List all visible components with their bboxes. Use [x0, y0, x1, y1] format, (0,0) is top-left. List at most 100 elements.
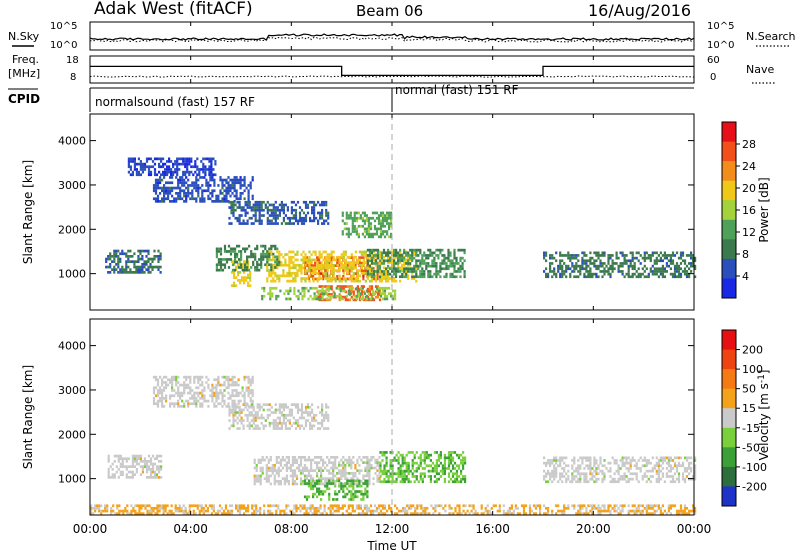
heatmap-cell [463, 251, 466, 255]
heatmap-cell [225, 375, 228, 379]
heatmap-cell [623, 461, 626, 465]
heatmap-cell [284, 421, 287, 425]
heatmap-cell [435, 451, 438, 454]
heatmap-cell [158, 162, 161, 166]
heatmap-cell [587, 272, 590, 276]
heatmap-cell [269, 289, 272, 293]
heatmap-cell [651, 251, 654, 255]
heatmap-cell [338, 293, 341, 296]
heatmap-cell [559, 475, 562, 478]
heatmap-cell [185, 194, 188, 198]
heatmap-cell [352, 492, 355, 496]
heatmap-cell [311, 206, 314, 209]
heatmap-cell [109, 465, 112, 468]
heatmap-cell [589, 477, 592, 481]
heatmap-cell [356, 461, 359, 464]
heatmap-cell [262, 214, 265, 217]
heatmap-cell [195, 186, 198, 190]
heatmap-cell [683, 477, 687, 481]
heatmap-cell [208, 170, 211, 174]
heatmap-cell [675, 275, 679, 279]
heatmap-cell [137, 162, 140, 166]
heatmap-cell [345, 214, 348, 217]
heatmap-cell [457, 453, 461, 457]
heatmap-cell [262, 255, 265, 259]
heatmap-cell [423, 262, 426, 265]
heatmap-cell [383, 286, 387, 290]
heatmap-cell [390, 216, 393, 220]
heatmap-cell [182, 504, 185, 508]
heatmap-cell [350, 290, 353, 294]
heatmap-cell [332, 269, 335, 272]
heatmap-cell [332, 290, 335, 294]
heatmap-cell [270, 263, 273, 267]
heatmap-cell [283, 482, 286, 486]
heatmap-cell [185, 375, 188, 379]
heatmap-cell [350, 261, 353, 264]
heatmap-cell [611, 254, 614, 257]
heatmap-cell [254, 255, 257, 259]
heatmap-cell [379, 451, 382, 454]
heatmap-cell [635, 472, 638, 476]
heatmap-cell [615, 251, 618, 255]
heatmap-cell [262, 416, 265, 420]
heatmap-cell [306, 411, 310, 414]
heatmap-cell [629, 459, 632, 462]
heatmap-cell [270, 258, 273, 262]
heatmap-cell [401, 456, 404, 460]
heatmap-cell [381, 214, 385, 217]
heatmap-cell [138, 512, 141, 515]
heatmap-cell [147, 252, 150, 256]
heatmap-cell [266, 413, 269, 417]
heatmap-cell [290, 258, 293, 262]
heatmap-cell [629, 461, 632, 465]
heatmap-cell [673, 267, 677, 271]
heatmap-cell [372, 267, 375, 270]
heatmap-cell [415, 451, 418, 454]
heatmap-cell [133, 265, 136, 269]
heatmap-cell [189, 381, 192, 384]
heatmap-cell [374, 461, 377, 464]
heatmap-cell [297, 469, 301, 472]
heatmap-cell [254, 258, 257, 261]
heatmap-cell [251, 197, 254, 201]
heatmap-cell [111, 255, 114, 258]
heatmap-cell [417, 467, 420, 470]
heatmap-cell [347, 232, 350, 236]
heatmap-cell [296, 222, 300, 225]
heatmap-cell [161, 391, 164, 395]
heatmap-cell [245, 386, 248, 390]
heatmap-cell [290, 250, 293, 254]
heatmap-cell [399, 270, 402, 273]
heatmap-cell [295, 474, 299, 478]
heatmap-cell [327, 427, 330, 430]
heatmap-cell [158, 465, 161, 468]
heatmap-cell [657, 480, 660, 484]
heatmap-cell [389, 451, 392, 454]
heatmap-cell [254, 413, 257, 417]
heatmap-cell [240, 419, 243, 422]
heatmap-cell [156, 383, 160, 387]
heatmap-cell [595, 461, 598, 465]
heatmap-cell [177, 181, 180, 185]
heatmap-cell [282, 263, 285, 267]
heatmap-cell [655, 262, 658, 265]
heatmap-cell [543, 475, 546, 478]
heatmap-cell [419, 456, 422, 460]
heatmap-cell [348, 255, 351, 259]
heatmap-cell [269, 294, 272, 298]
heatmap-cell [164, 504, 167, 508]
heatmap-cell [355, 211, 358, 215]
heatmap-cell [147, 468, 151, 471]
heatmap-cell [326, 277, 329, 280]
heatmap-cell [321, 200, 324, 204]
heatmap-cell [407, 270, 410, 273]
heatmap-cell [332, 250, 335, 254]
heatmap-cell [639, 467, 642, 470]
heatmap-cell [180, 509, 183, 513]
heatmap-cell [225, 378, 228, 382]
heatmap-cell [368, 290, 371, 294]
heatmap-cell [164, 507, 167, 510]
heatmap-cell [232, 424, 235, 428]
heatmap-cell [274, 211, 277, 215]
